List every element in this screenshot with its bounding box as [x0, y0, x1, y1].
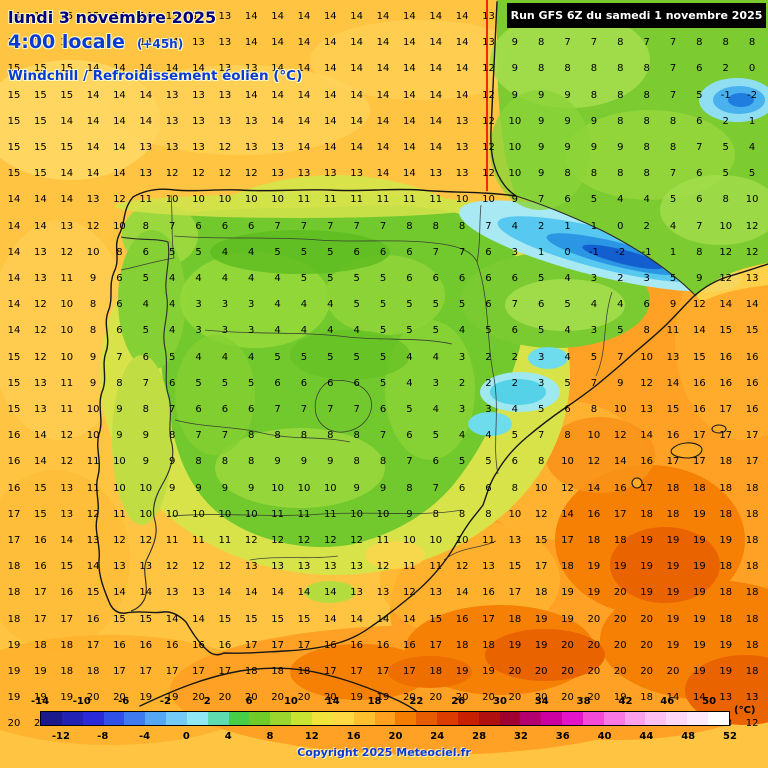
scale-segment: [457, 712, 479, 725]
scale-ticks-bottom: -12 -8 -4 0 4 8 12 16 20 24 28 32 36 40 44 48 52: [40, 731, 737, 744]
date-label: lundi 3 novembre 2025: [8, 8, 217, 27]
scale-tick: 8: [266, 731, 274, 742]
scale-segment: [603, 712, 625, 725]
scale-segment: [61, 712, 83, 725]
scale-tick: 20: [388, 731, 403, 742]
scale-tick: 14: [325, 696, 340, 707]
scale-tick: 32: [513, 731, 528, 742]
scale-tick: -12: [51, 731, 70, 742]
scale-tick: 6: [245, 696, 253, 707]
copyright-label: Copyright 2025 Meteociel.fr: [297, 746, 471, 759]
scale-segment: [124, 712, 146, 725]
scale-tick: 28: [472, 731, 487, 742]
scale-segment: [562, 712, 583, 725]
scale-tick: -14: [30, 696, 50, 707]
scale-segment: [645, 712, 667, 725]
scale-segment: [186, 712, 208, 725]
scale-segment: [687, 712, 708, 725]
scale-tick: 12: [304, 731, 319, 742]
time-label: 4:00 locale (+45h): [8, 31, 183, 53]
scale-tick: 40: [597, 731, 612, 742]
scale-tick: 2: [203, 696, 211, 707]
scale-tick: -8: [97, 731, 109, 742]
scale-segment: [499, 712, 521, 725]
scale-segment: [166, 712, 187, 725]
scale-tick: 50: [702, 696, 717, 707]
france-region: [490, 0, 768, 302]
scale-tick: 0: [182, 731, 190, 742]
scale-tick: 18: [367, 696, 382, 707]
forecast-offset: (+45h): [136, 37, 184, 51]
scale-segment: [520, 712, 542, 725]
scale-tick: 36: [555, 731, 570, 742]
region-borders: [120, 194, 613, 561]
coastlines: [95, 1, 768, 719]
scale-tick: 16: [346, 731, 361, 742]
scale-tick: -10: [72, 696, 91, 707]
scale-segment: [416, 712, 438, 725]
scale-segment: [228, 712, 250, 725]
scale-tick: 48: [681, 731, 696, 742]
local-time: 4:00 locale: [8, 31, 125, 53]
scale-tick: 10: [283, 696, 298, 707]
scale-segment: [478, 712, 500, 725]
run-info-banner: Run GFS 6Z du samedi 1 novembre 2025: [507, 3, 766, 28]
scale-segment: [395, 712, 417, 725]
scale-tick: 44: [639, 731, 654, 742]
scale-segment: [207, 712, 229, 725]
scale-segment: [437, 712, 458, 725]
scale-segment: [582, 712, 604, 725]
scale-segment: [353, 712, 375, 725]
scale-tick: 26: [451, 696, 466, 707]
scale-segment: [103, 712, 125, 725]
scale-segment: [666, 712, 688, 725]
scale-ticks-top: -14 -10 -6 -2 2 6 10 14 18 22 26 30 34 38 42 46 50: [31, 696, 730, 709]
cool-interior-region: [100, 175, 650, 603]
scale-tick: 52: [723, 731, 737, 742]
scale-tick: 34: [534, 696, 549, 707]
scale-unit-label: (°C): [734, 705, 756, 716]
temperature-scale-bar: [40, 711, 730, 726]
scale-segment: [270, 712, 292, 725]
scale-segment: [624, 712, 646, 725]
scale-segment: [41, 712, 62, 725]
scale-segment: [82, 712, 104, 725]
scale-tick: 24: [430, 731, 445, 742]
scale-segment: [332, 712, 354, 725]
scale-tick: 38: [576, 696, 591, 707]
scale-tick: -6: [118, 696, 130, 707]
scale-tick: 4: [224, 731, 232, 742]
scale-tick: -4: [138, 731, 151, 742]
scale-tick: 42: [618, 696, 633, 707]
scale-segment: [311, 712, 333, 725]
scale-segment: [374, 712, 396, 725]
map-parameter-title: Windchill / Refroidissement éolien (°C): [8, 68, 303, 84]
scale-tick: -2: [159, 696, 172, 707]
scale-segment: [541, 712, 563, 725]
scale-segment: [291, 712, 312, 725]
scale-tick: 30: [493, 696, 507, 707]
scale-tick: 46: [660, 696, 675, 707]
country-borders: [120, 195, 697, 612]
scale-segment: [145, 712, 167, 725]
scale-segment: [249, 712, 271, 725]
scale-segment: [708, 712, 729, 725]
scale-tick: 22: [409, 696, 424, 707]
